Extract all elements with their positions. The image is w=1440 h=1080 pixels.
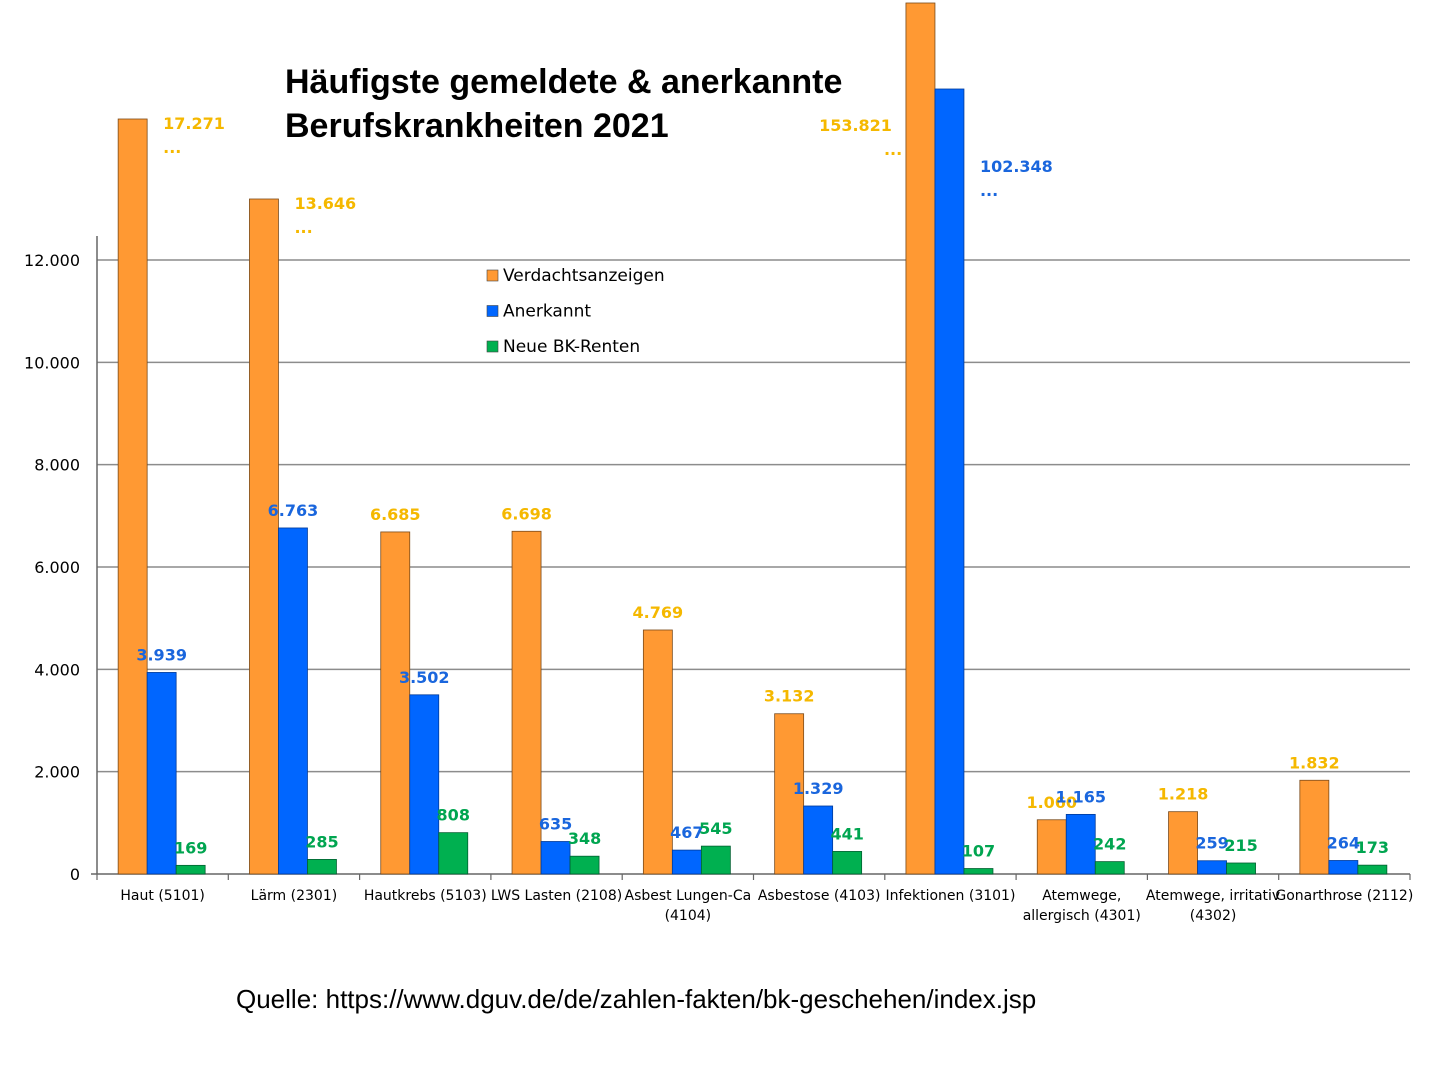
x-category-label: Atemwege, irritativ — [1146, 888, 1280, 904]
chart-title-line-1: Häufigste gemeldete & anerkannte — [285, 63, 842, 101]
data-label: 242 — [1093, 835, 1126, 854]
data-label: 1.060 — [1026, 793, 1077, 812]
x-category-label: Infektionen (3101) — [885, 888, 1015, 904]
bar-neue-bk-renten — [1226, 862, 1256, 875]
data-label: 6.763 — [268, 501, 319, 520]
data-label: 1.165 — [1055, 787, 1106, 806]
legend: Verdachtsanzeigen Anerkannt Neue BK-Renten — [486, 266, 665, 357]
bar-verdachtsanzeigen — [1036, 819, 1067, 875]
chart-title-line-2: Berufskrankheiten 2021 — [285, 107, 669, 145]
data-label: 3.132 — [764, 687, 815, 706]
bars — [117, 2, 1388, 875]
bar-anerkannt — [1328, 860, 1359, 875]
x-category-label: Gonarthrose (2112) — [1275, 888, 1413, 904]
x-category-label: Atemwege, — [1042, 888, 1121, 904]
bar-anerkannt — [803, 805, 834, 875]
data-label: 3.939 — [136, 645, 187, 664]
bar-verdachtsanzeigen — [1168, 811, 1198, 875]
data-label: 173 — [1356, 838, 1389, 857]
bar-verdachtsanzeigen — [1299, 779, 1330, 875]
data-label: 215 — [1224, 836, 1257, 855]
data-label: 259 — [1195, 834, 1228, 853]
data-label: 107 — [962, 842, 995, 861]
bar-anerkannt — [540, 841, 571, 875]
data-label: 285 — [305, 832, 338, 851]
bar-anerkannt — [671, 849, 702, 875]
data-label: 102.348 — [980, 157, 1053, 176]
legend-swatch — [486, 340, 499, 353]
overflow-marker: ... — [294, 218, 312, 237]
bar-verdachtsanzeigen — [380, 531, 411, 875]
overflow-marker: ... — [884, 140, 902, 159]
data-label: 17.271 — [163, 114, 225, 133]
data-label: 545 — [699, 819, 732, 838]
bar-verdachtsanzeigen — [905, 2, 936, 875]
x-category-label: (4302) — [1190, 908, 1237, 924]
y-tick-label: 0 — [70, 865, 80, 884]
data-label: 635 — [539, 815, 572, 834]
x-category-label: Hautkrebs (5103) — [364, 888, 487, 904]
bar-neue-bk-renten — [832, 851, 863, 875]
y-tick-label: 6.000 — [34, 558, 80, 577]
data-label: 1.329 — [793, 779, 844, 798]
bar-anerkannt — [278, 527, 308, 875]
legend-label: Verdachtsanzeigen — [503, 266, 665, 286]
x-category-label: allergisch (4301) — [1023, 908, 1141, 924]
bar-neue-bk-renten — [438, 832, 469, 875]
y-tick-label: 12.000 — [24, 251, 80, 270]
legend-swatch — [486, 269, 499, 282]
bar-anerkannt — [409, 694, 440, 875]
data-labels: 17.271... 3.939 169 13.646... 6.763 285 6.685 3… — [136, 114, 1389, 861]
data-label: 1.832 — [1289, 753, 1340, 772]
data-label: 153.821 — [819, 116, 892, 135]
y-tick-label: 10.000 — [24, 353, 80, 372]
bar-anerkannt — [146, 672, 177, 875]
source-citation: Quelle: https://www.dguv.de/de/zahlen-fa… — [236, 984, 1036, 1014]
bar-anerkannt — [1065, 813, 1096, 875]
y-tick-label: 8.000 — [34, 456, 80, 475]
gridlines — [97, 259, 1410, 773]
legend-label: Neue BK-Renten — [503, 337, 640, 357]
x-category-label: LWS Lasten (2108) — [491, 888, 622, 904]
data-label: 467 — [670, 823, 703, 842]
data-label: 1.218 — [1158, 785, 1209, 804]
overflow-marker: ... — [163, 138, 181, 157]
bar-verdachtsanzeigen — [642, 629, 673, 875]
bar-neue-bk-renten — [1094, 861, 1125, 875]
bar-anerkannt — [1197, 860, 1227, 875]
overflow-marker: ... — [980, 181, 998, 200]
data-label: 6.685 — [370, 505, 421, 524]
data-label: 13.646 — [294, 194, 356, 213]
x-category-label: Asbest Lungen-Ca — [625, 888, 752, 904]
bar-neue-bk-renten — [307, 859, 337, 875]
data-label: 4.769 — [633, 603, 684, 622]
bar-verdachtsanzeigen — [774, 713, 805, 875]
data-label: 169 — [174, 838, 207, 857]
bar-neue-bk-renten — [175, 864, 206, 875]
bar-verdachtsanzeigen — [511, 530, 542, 875]
bar-anerkannt — [934, 88, 965, 875]
legend-swatch — [486, 305, 499, 317]
x-category-label: (4104) — [665, 908, 712, 924]
bar-verdachtsanzeigen — [117, 118, 148, 875]
data-label: 348 — [568, 829, 601, 848]
category-labels: Haut (5101) Lärm (2301) Hautkrebs (5103) LW… — [120, 888, 1413, 924]
y-tick-label: 2.000 — [34, 763, 80, 782]
bar-neue-bk-renten — [700, 845, 731, 875]
data-label: 441 — [830, 824, 863, 843]
y-tick-label: 4.000 — [34, 660, 80, 679]
x-category-label: Haut (5101) — [120, 888, 204, 904]
legend-label: Anerkannt — [503, 302, 591, 322]
data-label: 6.698 — [501, 504, 552, 523]
x-category-label: Asbestose (4103) — [758, 888, 881, 904]
data-label: 264 — [1327, 833, 1360, 852]
x-category-label: Lärm (2301) — [251, 888, 338, 904]
bar-neue-bk-renten — [1357, 864, 1388, 875]
data-label: 3.502 — [399, 668, 450, 687]
bar-verdachtsanzeigen — [249, 198, 279, 875]
bar-neue-bk-renten — [963, 868, 994, 875]
bar-neue-bk-renten — [569, 855, 600, 875]
data-label: 808 — [437, 806, 470, 825]
